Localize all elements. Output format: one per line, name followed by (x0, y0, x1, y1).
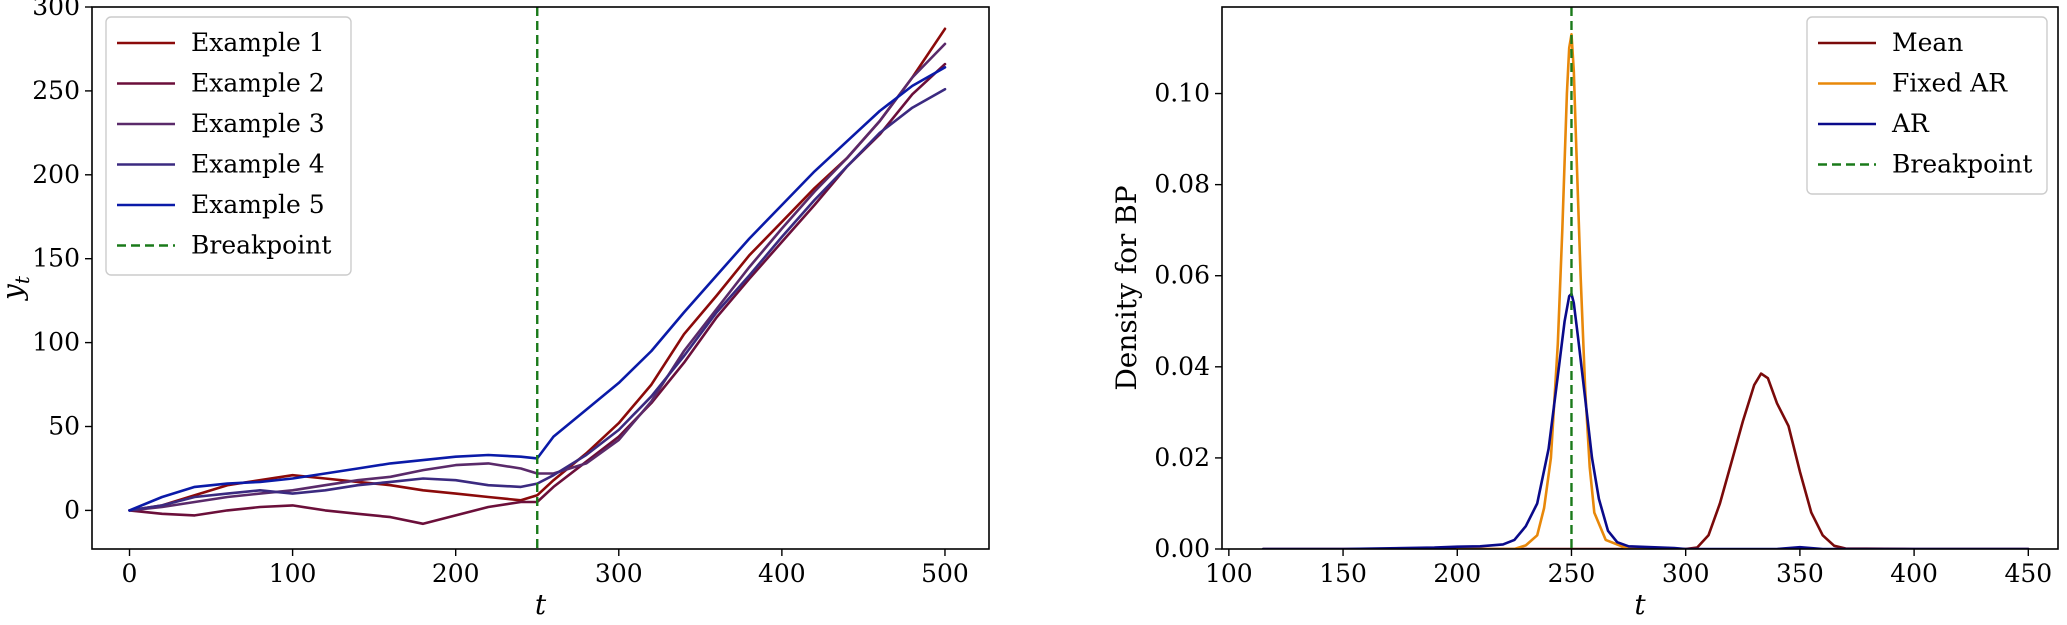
x-tick-label: 400 (1890, 559, 1938, 588)
y-tick-label: 0.04 (1154, 352, 1210, 381)
legend: Mean Fixed AR AR Breakpoint (1806, 16, 2048, 195)
legend-label: Mean (1892, 28, 1963, 57)
x-tick-label: 450 (2004, 559, 2052, 588)
x-tick-label: 150 (1319, 559, 1367, 588)
legend-box (1806, 16, 2048, 195)
x-tick-label: 300 (1662, 559, 1710, 588)
y-tick-label: 250 (32, 76, 80, 105)
legend-label: Breakpoint (1892, 150, 2032, 179)
x-tick-label: 200 (1433, 559, 1481, 588)
y-tick-label: 50 (48, 412, 80, 441)
series-line-mean (1261, 372, 2030, 549)
x-axis-label: t (1634, 588, 1646, 621)
y-tick-label: 300 (32, 0, 80, 21)
legend-label: AR (1891, 109, 1930, 138)
legend-label: Example 5 (191, 190, 325, 219)
x-tick-label: 250 (1548, 559, 1596, 588)
legend: Example 1 Example 2 Example 3 Example 4 Exam… (105, 16, 352, 276)
series-line-ar (1261, 292, 2030, 549)
x-tick-label: 100 (1205, 559, 1253, 588)
x-tick-label: 300 (595, 559, 643, 588)
x-tick-label: 500 (921, 559, 969, 588)
y-tick-label: 0.08 (1154, 170, 1210, 199)
x-axis-label: t (535, 588, 547, 621)
y-tick-label: 0.10 (1154, 79, 1210, 108)
y-tick-label: 200 (32, 160, 80, 189)
plot-area (128, 7, 947, 549)
y-tick-label: 0.06 (1154, 261, 1210, 290)
y-tick-label: 0.02 (1154, 443, 1210, 472)
y-axis-label: yt (0, 275, 34, 302)
plot-frame (1221, 6, 2059, 550)
legend-label: Example 1 (191, 28, 325, 57)
chart-right: 100 150 200 250 300 350 400 450 0.00 0.02 0.04 0.06… (1110, 6, 2059, 621)
series-line-example-1 (128, 27, 947, 512)
legend-label: Example 2 (191, 69, 325, 98)
y-tick-label: 0.00 (1154, 534, 1210, 563)
y-tick-label: 0 (64, 495, 80, 524)
legend-label: Example 3 (191, 109, 325, 138)
legend-label: Fixed AR (1892, 69, 2008, 98)
chart-left: 0 100 200 300 400 500 0 50 100 150 200 250 300 t yt Exa… (0, 0, 990, 621)
x-tick-label: 400 (758, 559, 806, 588)
x-tick-label: 200 (432, 559, 480, 588)
legend-box (105, 16, 352, 276)
y-axis-label: Density for BP (1110, 185, 1143, 390)
x-tick-label: 100 (269, 559, 317, 588)
plot-frame (91, 6, 990, 550)
x-tick-label: 350 (1776, 559, 1824, 588)
y-tick-label: 150 (32, 244, 80, 273)
legend-label: Example 4 (191, 150, 325, 179)
x-tick-label: 0 (122, 559, 138, 588)
y-tick-label: 100 (32, 328, 80, 357)
legend-label: Breakpoint (191, 231, 331, 260)
